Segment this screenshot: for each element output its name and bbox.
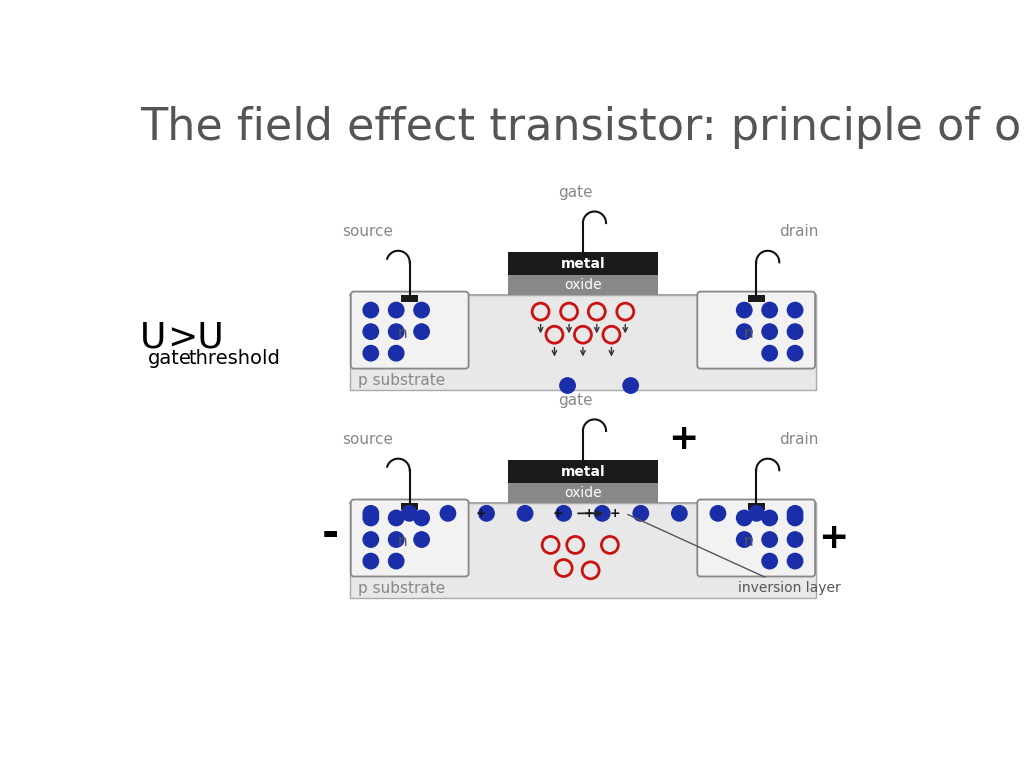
FancyBboxPatch shape — [697, 499, 815, 577]
Bar — [508, 460, 658, 483]
FancyBboxPatch shape — [697, 292, 815, 369]
Circle shape — [388, 324, 403, 339]
Circle shape — [388, 346, 403, 361]
Circle shape — [736, 531, 752, 548]
Bar — [350, 502, 816, 598]
Circle shape — [736, 510, 752, 525]
Circle shape — [736, 303, 752, 318]
Circle shape — [388, 554, 403, 569]
Text: n: n — [743, 326, 754, 341]
Bar — [748, 502, 765, 509]
Text: threshold: threshold — [188, 349, 281, 368]
Text: oxide: oxide — [564, 278, 602, 292]
Text: source: source — [342, 224, 393, 239]
Circle shape — [388, 510, 403, 525]
Circle shape — [364, 505, 379, 521]
Text: source: source — [342, 432, 393, 447]
Text: metal: metal — [560, 257, 605, 271]
Text: U: U — [140, 320, 166, 354]
Bar — [748, 295, 765, 302]
Circle shape — [388, 531, 403, 548]
Circle shape — [364, 531, 379, 548]
Text: drain: drain — [779, 224, 818, 239]
Circle shape — [364, 324, 379, 339]
Circle shape — [364, 346, 379, 361]
Text: +: + — [610, 507, 621, 520]
Circle shape — [672, 505, 687, 521]
Bar — [350, 295, 816, 390]
Circle shape — [787, 531, 803, 548]
Circle shape — [736, 324, 752, 339]
Text: +: + — [669, 422, 698, 455]
Text: n: n — [743, 534, 754, 549]
Circle shape — [787, 324, 803, 339]
Text: drain: drain — [779, 432, 818, 447]
Circle shape — [749, 505, 764, 521]
Text: +: + — [475, 507, 486, 520]
Circle shape — [440, 505, 456, 521]
Bar — [508, 483, 658, 502]
Circle shape — [787, 303, 803, 318]
Text: n: n — [397, 326, 407, 341]
Text: n: n — [397, 534, 407, 549]
Circle shape — [762, 324, 777, 339]
Circle shape — [762, 510, 777, 525]
Circle shape — [762, 554, 777, 569]
Text: +: + — [818, 521, 849, 555]
Text: p substrate: p substrate — [357, 581, 445, 596]
Circle shape — [762, 531, 777, 548]
Circle shape — [517, 505, 532, 521]
Circle shape — [414, 531, 429, 548]
Circle shape — [762, 303, 777, 318]
FancyBboxPatch shape — [351, 292, 469, 369]
Text: +: + — [553, 507, 563, 520]
Circle shape — [633, 505, 648, 521]
Circle shape — [556, 505, 571, 521]
Bar — [401, 502, 418, 509]
FancyBboxPatch shape — [351, 499, 469, 577]
Text: gate: gate — [558, 185, 593, 200]
Text: inversion layer: inversion layer — [628, 515, 841, 595]
Text: p substrate: p substrate — [357, 373, 445, 389]
Text: metal: metal — [560, 465, 605, 478]
Text: gate: gate — [147, 349, 191, 368]
Circle shape — [787, 510, 803, 525]
Bar — [401, 295, 418, 302]
Text: The field effect transistor: principle of operation: The field effect transistor: principle o… — [140, 106, 1024, 149]
Circle shape — [414, 324, 429, 339]
Circle shape — [595, 505, 610, 521]
Circle shape — [560, 378, 575, 393]
Bar — [508, 276, 658, 295]
Text: >U: >U — [168, 320, 224, 354]
Circle shape — [787, 346, 803, 361]
Circle shape — [711, 505, 726, 521]
Circle shape — [401, 505, 417, 521]
Text: oxide: oxide — [564, 486, 602, 500]
Text: +: + — [584, 507, 594, 520]
Circle shape — [364, 510, 379, 525]
Bar — [508, 253, 658, 276]
Circle shape — [787, 505, 803, 521]
Circle shape — [414, 510, 429, 525]
Text: gate: gate — [558, 393, 593, 408]
Text: -: - — [323, 514, 339, 555]
Circle shape — [623, 378, 638, 393]
Circle shape — [762, 346, 777, 361]
Circle shape — [414, 303, 429, 318]
Circle shape — [787, 554, 803, 569]
Circle shape — [364, 303, 379, 318]
Circle shape — [364, 554, 379, 569]
Circle shape — [388, 303, 403, 318]
Circle shape — [479, 505, 495, 521]
